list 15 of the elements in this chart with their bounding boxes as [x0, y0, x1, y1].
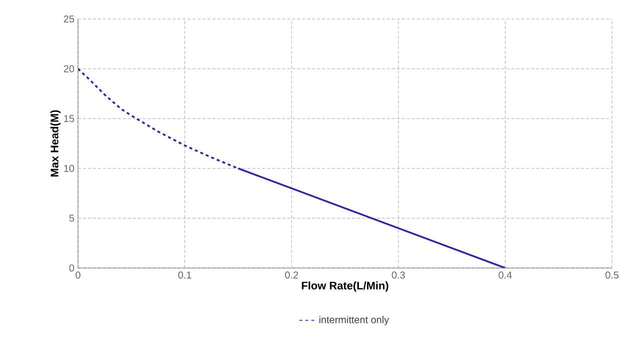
- x-tick-label: 0.4: [498, 272, 512, 279]
- y-axis-title: Max Head(M): [50, 110, 61, 177]
- y-tick-label: 15: [64, 115, 74, 122]
- legend-label: intermittent only: [319, 316, 390, 326]
- x-tick-label: 0.1: [178, 272, 192, 279]
- x-axis-title: Flow Rate(L/Min): [302, 281, 388, 292]
- x-tick-label: 0.5: [605, 272, 619, 279]
- y-tick-label: 20: [64, 65, 74, 72]
- x-tick-label: 0.3: [392, 272, 405, 279]
- y-tick-label: 0: [69, 264, 74, 272]
- x-tick-label: 0.2: [285, 272, 298, 279]
- y-tick-label: 5: [69, 214, 74, 222]
- y-tick-label: 10: [64, 164, 74, 172]
- x-tick-label: 0: [76, 272, 80, 279]
- y-tick-label: 25: [64, 15, 74, 23]
